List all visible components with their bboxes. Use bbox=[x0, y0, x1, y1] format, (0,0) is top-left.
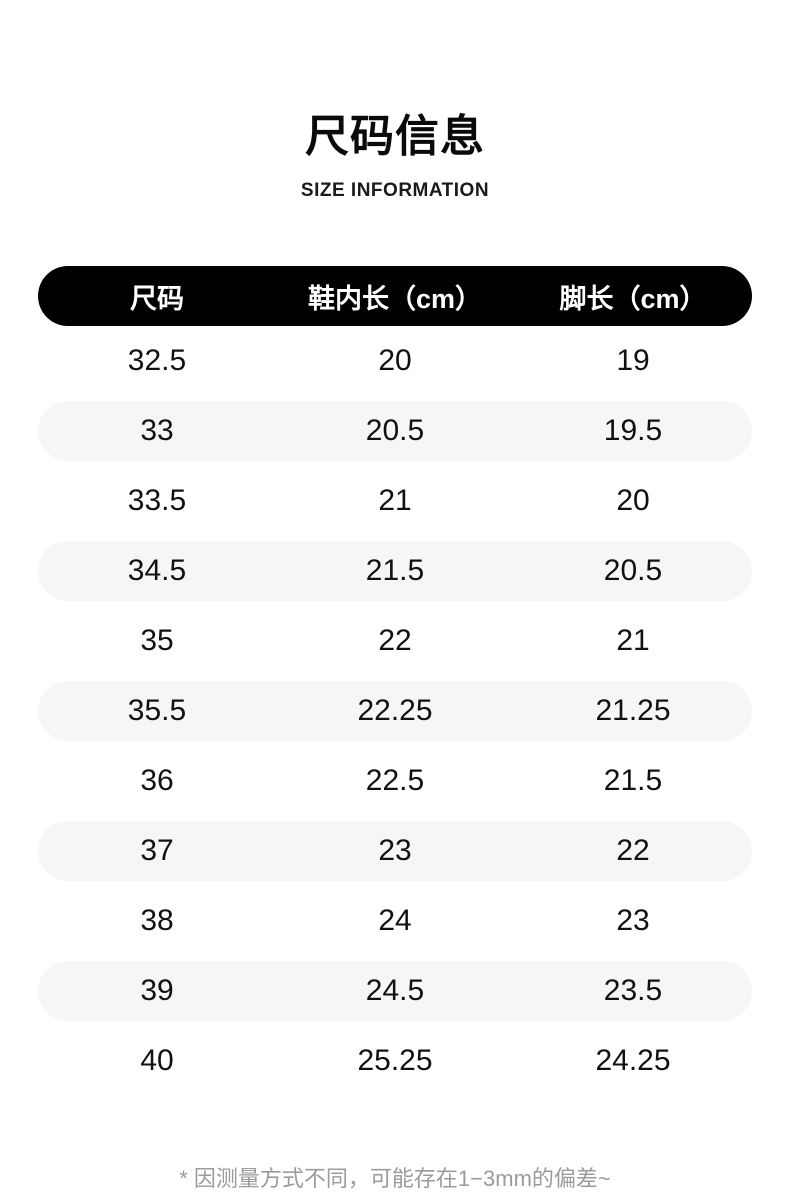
cell-foot-length: 20 bbox=[616, 484, 650, 517]
cell-foot-length: 21 bbox=[616, 624, 650, 657]
measurement-disclaimer: * 因测量方式不同，可能存在1−3mm的偏差~ bbox=[179, 1166, 611, 1191]
cell-size: 40 bbox=[140, 1044, 174, 1077]
cell-size: 36 bbox=[140, 764, 174, 797]
cell-foot-length: 24.25 bbox=[595, 1044, 671, 1077]
cell-foot-length: 23 bbox=[616, 904, 650, 937]
table-row: 37 23 22 bbox=[38, 821, 752, 881]
cell-inner-length: 20 bbox=[378, 344, 412, 377]
header-cell-foot-length: 脚长（cm） bbox=[559, 283, 707, 314]
header-cell-size: 尺码 bbox=[130, 283, 184, 314]
cell-size: 33 bbox=[140, 414, 174, 447]
table-row: 40 25.25 24.25 bbox=[38, 1031, 752, 1091]
cell-inner-length: 24 bbox=[378, 904, 412, 937]
cell-inner-length: 22.5 bbox=[365, 764, 425, 797]
size-table: 尺码 鞋内长（cm） 脚长（cm） 32.5 20 19 33 20.5 19.… bbox=[38, 266, 752, 1096]
table-row: 36 22.5 21.5 bbox=[38, 751, 752, 811]
cell-inner-length: 20.5 bbox=[365, 414, 425, 447]
cell-foot-length: 21.25 bbox=[595, 694, 671, 727]
cell-foot-length: 19.5 bbox=[603, 414, 663, 447]
cell-foot-length: 21.5 bbox=[603, 764, 663, 797]
cell-size: 34.5 bbox=[127, 554, 187, 587]
cell-size: 32.5 bbox=[127, 344, 187, 377]
table-row: 35.5 22.25 21.25 bbox=[38, 681, 752, 741]
table-header: 尺码 鞋内长（cm） 脚长（cm） bbox=[38, 266, 752, 326]
cell-inner-length: 22 bbox=[378, 624, 412, 657]
cell-inner-length: 21.5 bbox=[365, 554, 425, 587]
cell-inner-length: 25.25 bbox=[357, 1044, 433, 1077]
table-row: 38 24 23 bbox=[38, 891, 752, 951]
cell-foot-length: 23.5 bbox=[603, 974, 663, 1007]
table-row: 33 20.5 19.5 bbox=[38, 401, 752, 461]
cell-size: 33.5 bbox=[127, 484, 187, 517]
page-subtitle: SIZE INFORMATION bbox=[300, 180, 490, 201]
table-row: 32.5 20 19 bbox=[38, 331, 752, 391]
cell-foot-length: 19 bbox=[616, 344, 650, 377]
table-row: 33.5 21 20 bbox=[38, 471, 752, 531]
cell-foot-length: 20.5 bbox=[603, 554, 663, 587]
cell-size: 38 bbox=[140, 904, 174, 937]
cell-size: 39 bbox=[140, 974, 174, 1007]
page-title: 尺码信息 bbox=[305, 112, 485, 161]
cell-inner-length: 23 bbox=[378, 834, 412, 867]
table-row: 35 22 21 bbox=[38, 611, 752, 671]
cell-inner-length: 24.5 bbox=[365, 974, 425, 1007]
table-row: 39 24.5 23.5 bbox=[38, 961, 752, 1021]
cell-inner-length: 21 bbox=[378, 484, 412, 517]
header-cell-inner-length: 鞋内长（cm） bbox=[307, 283, 483, 314]
cell-size: 35.5 bbox=[127, 694, 187, 727]
cell-size: 37 bbox=[140, 834, 174, 867]
cell-inner-length: 22.25 bbox=[357, 694, 433, 727]
table-row: 34.5 21.5 20.5 bbox=[38, 541, 752, 601]
cell-foot-length: 22 bbox=[616, 834, 650, 867]
cell-size: 35 bbox=[140, 624, 174, 657]
